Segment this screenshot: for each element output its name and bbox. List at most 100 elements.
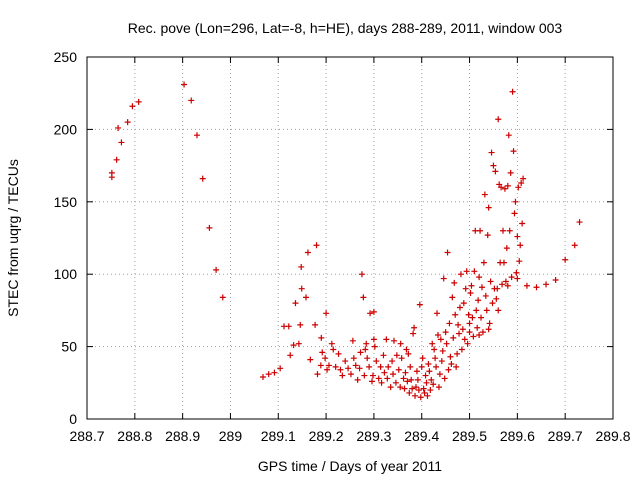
data-point (504, 282, 511, 289)
chart-title: Rec. pove (Lon=296, Lat=-8, h=HE), days … (128, 20, 563, 36)
data-point (404, 378, 411, 385)
data-point (468, 282, 475, 289)
data-point (322, 355, 329, 362)
data-point (304, 249, 311, 256)
data-point (378, 379, 385, 386)
data-point (108, 174, 115, 181)
data-point (330, 346, 337, 353)
data-point (339, 372, 346, 379)
x-tick-label: 288.8 (117, 428, 152, 444)
data-point (475, 297, 482, 304)
data-point (478, 314, 485, 321)
data-point (347, 371, 354, 378)
data-point (504, 182, 511, 189)
data-point (501, 185, 508, 192)
data-point (371, 343, 378, 350)
data-point (562, 256, 569, 263)
data-point (405, 350, 412, 357)
data-point (482, 292, 489, 299)
data-point (432, 355, 439, 362)
data-point (380, 352, 387, 359)
data-point (466, 320, 473, 327)
data-point (512, 198, 519, 205)
data-point (375, 375, 382, 382)
data-point (407, 363, 414, 370)
data-point (335, 350, 342, 357)
data-point (533, 284, 540, 291)
x-tick-label: 289.4 (404, 428, 439, 444)
data-point (511, 210, 518, 217)
data-point (367, 310, 374, 317)
data-point (409, 385, 416, 392)
data-point (474, 324, 481, 331)
data-point (423, 379, 430, 386)
data-point (368, 378, 375, 385)
data-point (349, 337, 356, 344)
data-point (465, 311, 472, 318)
x-tick-label: 289.3 (356, 428, 391, 444)
data-point (517, 242, 524, 249)
data-point (352, 362, 359, 369)
data-point (508, 274, 515, 281)
data-point (206, 224, 213, 231)
data-point (520, 175, 527, 182)
data-point (437, 336, 444, 343)
data-point (397, 384, 404, 391)
data-point (479, 329, 486, 336)
data-point (433, 363, 440, 370)
data-point (314, 371, 321, 378)
data-point (490, 162, 497, 169)
data-point (509, 88, 516, 95)
data-point (507, 169, 514, 176)
data-point (402, 369, 409, 376)
data-point (458, 346, 465, 353)
data-point (392, 379, 399, 386)
y-tick-label: 100 (54, 266, 78, 282)
data-points (108, 81, 583, 401)
data-point (441, 375, 448, 382)
data-point (515, 184, 522, 191)
data-point (358, 271, 365, 278)
data-point (425, 360, 432, 367)
data-point (298, 263, 305, 270)
data-point (377, 363, 384, 370)
data-point (401, 385, 408, 392)
y-tick-label: 50 (61, 339, 77, 355)
data-point (463, 268, 470, 275)
data-point (373, 358, 380, 365)
data-point (387, 384, 394, 391)
data-point (390, 371, 397, 378)
data-point (265, 371, 272, 378)
data-point (430, 381, 437, 388)
data-point (460, 300, 467, 307)
data-point (418, 363, 425, 370)
y-tick-label: 250 (54, 49, 78, 65)
data-point (416, 301, 423, 308)
data-point (495, 116, 502, 123)
data-point (413, 368, 420, 375)
data-point (332, 363, 339, 370)
x-tick-label: 289.1 (261, 428, 296, 444)
data-point (444, 249, 451, 256)
data-point (443, 340, 450, 347)
data-point (499, 281, 506, 288)
data-point (118, 139, 125, 146)
data-point (455, 321, 462, 328)
data-point (297, 321, 304, 328)
data-point (452, 311, 459, 318)
x-axis-label: GPS time / Days of year 2011 (258, 458, 442, 474)
data-point (271, 369, 278, 376)
data-point (115, 124, 122, 131)
data-point (292, 300, 299, 307)
data-point (408, 376, 415, 383)
y-axis-label: STEC from uqrg / TECUs (5, 159, 21, 317)
data-point (470, 333, 477, 340)
data-point (317, 362, 324, 369)
x-tick-label: 288.7 (69, 428, 104, 444)
data-point (219, 294, 226, 301)
data-point (448, 360, 455, 367)
data-point (446, 320, 453, 327)
data-point (485, 326, 492, 333)
data-point (505, 132, 512, 139)
